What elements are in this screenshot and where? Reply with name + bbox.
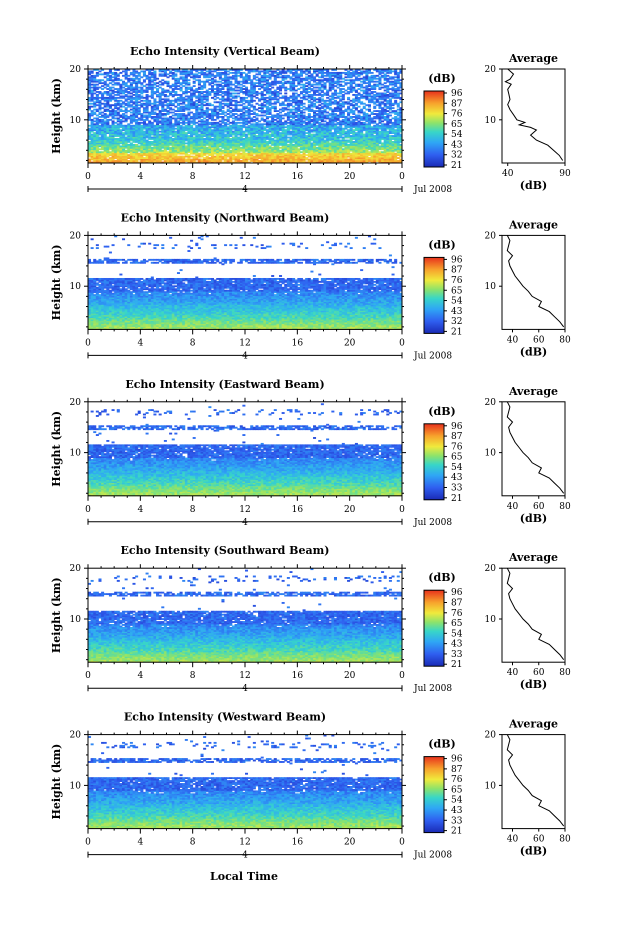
- heatmap-cell: [245, 153, 248, 155]
- heatmap-cell: [138, 153, 141, 155]
- heatmap-cell: [316, 147, 319, 149]
- x-axis-title: Local Time: [210, 870, 278, 883]
- heatmap-cell: [135, 144, 138, 146]
- heatmap-cell: [221, 156, 224, 158]
- heatmap-cell: [132, 144, 135, 146]
- heatmap-cell: [235, 156, 238, 158]
- heatmap-cell: [180, 156, 183, 158]
- heatmap-cell: [167, 151, 170, 153]
- heatmap-cell: [347, 144, 350, 146]
- heatmap-cell: [187, 154, 190, 156]
- heatmap-cell: [397, 160, 400, 162]
- heatmap-cell: [119, 145, 122, 147]
- heatmap-cell: [127, 154, 130, 156]
- heatmap-cell: [381, 151, 384, 153]
- heatmap-cell: [227, 159, 230, 161]
- heatmap-cell: [198, 153, 201, 155]
- heatmap-cell: [203, 157, 206, 159]
- figure-root: Local Time Echo Intensity (Vertical Beam…: [0, 0, 621, 929]
- heatmap-cell: [284, 153, 287, 155]
- heatmap-cell: [130, 142, 133, 144]
- heatmap-cell: [310, 142, 313, 144]
- heatmap-cell: [368, 157, 371, 159]
- heatmap-cell: [297, 148, 300, 150]
- heatmap-cell: [148, 141, 151, 143]
- heatmap-cell: [378, 145, 381, 147]
- heatmap-cell: [206, 156, 209, 158]
- heatmap-cell: [206, 147, 209, 149]
- heatmap-cell: [198, 159, 201, 161]
- heatmap-cell: [305, 154, 308, 156]
- heatmap-cell: [287, 144, 290, 146]
- heatmap-cell: [98, 148, 101, 150]
- heatmap-cell: [219, 148, 222, 150]
- heatmap-cell: [347, 159, 350, 161]
- heatmap-cell: [240, 160, 243, 162]
- heatmap-cell: [127, 160, 130, 162]
- heatmap-cell: [378, 151, 381, 153]
- heatmap-cell: [143, 157, 146, 159]
- heatmap-cell: [161, 150, 164, 152]
- heatmap-cell: [193, 156, 196, 158]
- heatmap-cell: [329, 142, 332, 144]
- heatmap-cell: [169, 147, 172, 149]
- heatmap-cell: [177, 156, 180, 158]
- heatmap-cell: [214, 156, 217, 158]
- heatmap-cell: [201, 159, 204, 161]
- heatmap-cell: [240, 153, 243, 155]
- heatmap-cell: [138, 145, 141, 147]
- heatmap-cell: [208, 157, 211, 159]
- heatmap-cell: [185, 159, 188, 161]
- heatmap-cell: [271, 147, 274, 149]
- figure-canvas: Local Time Echo Intensity (Vertical Beam…: [0, 0, 621, 929]
- heatmap-cell: [266, 141, 269, 143]
- heatmap-cell: [190, 156, 193, 158]
- heatmap-cell: [190, 159, 193, 161]
- heatmap-cell: [127, 144, 130, 146]
- heatmap-cell: [98, 151, 101, 153]
- heatmap-cell: [125, 150, 128, 152]
- heatmap-cell: [269, 145, 272, 147]
- heatmap-cell: [394, 153, 397, 155]
- heatmap-cell: [292, 144, 295, 146]
- heatmap-cell: [106, 159, 109, 161]
- heatmap-cell: [101, 151, 104, 153]
- heatmap-cell: [229, 150, 232, 152]
- heatmap-cell: [182, 156, 185, 158]
- heatmap-cell: [305, 157, 308, 159]
- heatmap-cell: [221, 150, 224, 152]
- heatmap-cell: [258, 160, 261, 162]
- heatmap-cell: [279, 150, 282, 152]
- heatmap-0: [88, 69, 402, 163]
- heatmap-cell: [397, 157, 400, 159]
- heatmap-cell: [185, 142, 188, 144]
- heatmap-cell: [342, 148, 345, 150]
- heatmap-cell: [109, 157, 112, 159]
- heatmap-cell: [368, 151, 371, 153]
- heatmap-cell: [381, 142, 384, 144]
- heatmap-cell: [114, 160, 117, 162]
- heatmap-cell: [240, 147, 243, 149]
- heatmap-cell: [151, 147, 154, 149]
- panel-0: Echo Intensity (Vertical Beam)1020Height…: [50, 45, 571, 195]
- heatmap-cell: [151, 141, 154, 143]
- heatmap-cell: [185, 145, 188, 147]
- heatmap-cell: [279, 147, 282, 149]
- panel-title: Echo Intensity (Vertical Beam): [130, 45, 320, 58]
- heatmap-cell: [253, 148, 256, 150]
- heatmap-cell: [109, 151, 112, 153]
- heatmap-cell: [308, 159, 311, 161]
- heatmap-cell: [352, 141, 355, 143]
- heatmap-cell: [253, 156, 256, 158]
- heatmap-cell: [300, 154, 303, 156]
- heatmap-cell: [300, 151, 303, 153]
- heatmap-cell: [350, 153, 353, 155]
